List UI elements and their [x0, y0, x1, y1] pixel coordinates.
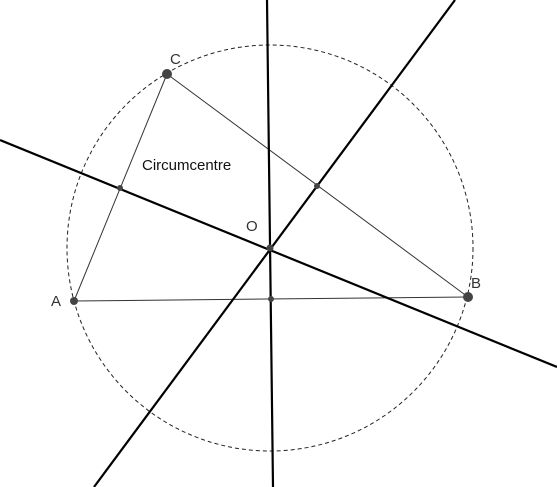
point-o [266, 244, 274, 252]
label-c: C [170, 51, 181, 68]
bisector-ca [0, 138, 557, 369]
label-a: A [51, 293, 61, 310]
midpoint-ab [268, 296, 274, 302]
point-a [70, 297, 78, 305]
midpoint-bc [314, 183, 320, 189]
label-b: B [471, 275, 481, 292]
point-c [162, 69, 172, 79]
circumcircle [66, 44, 474, 452]
bisector-bc [93, 0, 456, 487]
midpoint-ca [117, 185, 123, 191]
point-b [463, 292, 473, 302]
caption-circumcentre: Circumcentre [142, 157, 231, 174]
label-o: O [246, 218, 258, 235]
bisector-ab [265, 0, 275, 487]
